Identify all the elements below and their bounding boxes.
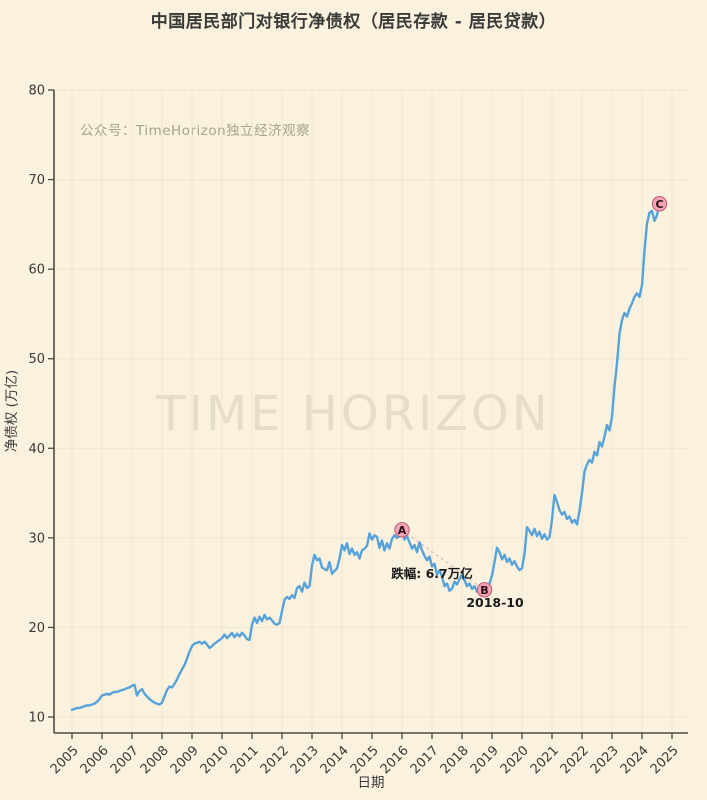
chart-title: 中国居民部门对银行净债权（居民存款 - 居民贷款） <box>150 12 557 32</box>
annotation-text: 跌幅: 6.7万亿 <box>391 566 473 581</box>
marker-point-a <box>394 522 410 538</box>
series-layer <box>70 202 661 711</box>
marker-label-c: C <box>655 198 663 211</box>
y-tick-label: 70 <box>28 173 45 188</box>
x-tick-label: 2015 <box>348 743 382 777</box>
y-tick-label: 30 <box>28 531 45 546</box>
x-tick-label: 2021 <box>528 743 562 777</box>
y-tick-label: 60 <box>28 263 45 278</box>
x-tick-label: 2016 <box>378 743 412 777</box>
y-tick-label: 50 <box>28 352 45 367</box>
marker-label-a: A <box>398 524 407 537</box>
x-tick-label: 2017 <box>408 743 442 777</box>
y-tick-label: 80 <box>28 84 45 99</box>
x-tick-label: 2013 <box>288 743 322 777</box>
x-tick-label: 2022 <box>558 743 592 777</box>
y-tick-label: 40 <box>28 442 45 457</box>
x-tick-label: 2008 <box>138 743 172 777</box>
x-tick-label: 2010 <box>198 743 232 777</box>
annotation-layer: A B C 跌幅: 6.7万亿 2018-10 <box>391 196 668 610</box>
x-tick-label: 2005 <box>48 743 82 777</box>
x-tick-label: 2025 <box>648 743 682 777</box>
x-tick-label: 2011 <box>228 743 262 777</box>
axis-layer: 2005200620072008200920102011201220132014… <box>28 84 688 777</box>
series-line <box>70 202 661 711</box>
x-tick-label: 2006 <box>78 743 112 777</box>
x-tick-label: 2014 <box>318 743 352 777</box>
x-tick-label: 2018 <box>438 743 472 777</box>
drop-dashed-line <box>401 529 485 591</box>
marker-label-b: B <box>480 584 488 597</box>
x-tick-label: 2009 <box>168 743 202 777</box>
marker-point-b <box>476 582 493 598</box>
y-tick-label: 20 <box>28 621 45 636</box>
y-axis-label: 净债权 (万亿) <box>3 370 20 452</box>
annotation-text: 2018-10 <box>466 595 524 610</box>
y-tick-label: 10 <box>28 711 45 726</box>
x-tick-label: 2024 <box>618 743 652 777</box>
x-tick-label: 2020 <box>498 743 532 777</box>
x-tick-label: 2007 <box>108 743 142 777</box>
x-axis-label: 日期 <box>358 775 385 791</box>
x-tick-label: 2019 <box>468 743 502 777</box>
grid-layer <box>54 89 688 733</box>
x-tick-label: 2012 <box>258 743 292 777</box>
marker-point-c <box>651 196 668 212</box>
x-tick-label: 2023 <box>588 743 622 777</box>
